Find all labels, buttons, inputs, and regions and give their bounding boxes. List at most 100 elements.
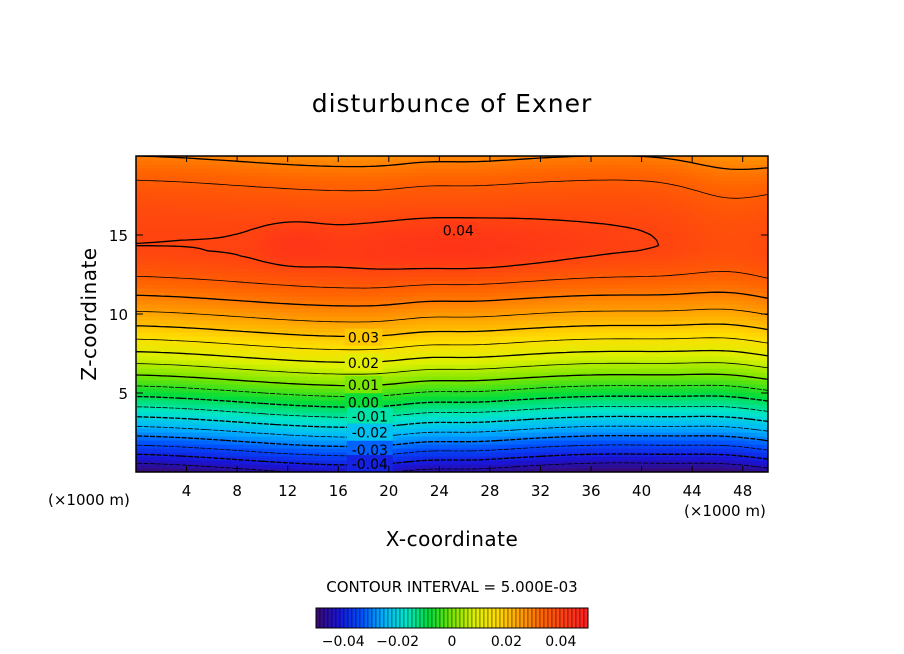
field-cell bbox=[172, 228, 177, 233]
field-cell bbox=[160, 404, 165, 409]
field-cell bbox=[292, 316, 297, 321]
field-cell bbox=[256, 244, 261, 249]
field-cell bbox=[292, 228, 297, 233]
field-cell bbox=[244, 188, 249, 193]
field-cell bbox=[140, 384, 145, 389]
field-cell bbox=[380, 216, 385, 221]
field-cell bbox=[308, 296, 313, 301]
field-cell bbox=[140, 432, 145, 437]
field-cell bbox=[196, 468, 201, 472]
field-cell bbox=[176, 200, 181, 205]
field-cell bbox=[336, 180, 341, 185]
field-cell bbox=[324, 376, 329, 381]
field-cell bbox=[244, 372, 249, 377]
field-cell bbox=[224, 468, 229, 472]
field-cell bbox=[164, 296, 169, 301]
field-cell bbox=[196, 204, 201, 209]
field-cell bbox=[288, 460, 293, 465]
field-cell bbox=[344, 432, 349, 437]
field-cell bbox=[236, 456, 241, 461]
field-cell bbox=[268, 256, 273, 261]
field-cell bbox=[324, 408, 329, 413]
field-cell bbox=[280, 304, 285, 309]
field-cell bbox=[188, 424, 193, 429]
field-cell bbox=[176, 368, 181, 373]
field-cell bbox=[344, 220, 349, 225]
field-cell bbox=[292, 232, 297, 237]
field-cell bbox=[160, 364, 165, 369]
field-cell bbox=[292, 192, 297, 197]
field-cell bbox=[136, 252, 141, 257]
field-cell bbox=[256, 464, 261, 469]
field-cell bbox=[232, 336, 237, 341]
field-cell bbox=[236, 416, 241, 421]
field-cell bbox=[300, 192, 305, 197]
field-cell bbox=[248, 280, 253, 285]
field-cell bbox=[320, 400, 325, 405]
field-cell bbox=[300, 368, 305, 373]
field-cell bbox=[260, 236, 265, 241]
field-cell bbox=[260, 424, 265, 429]
field-cell bbox=[252, 352, 257, 357]
field-cell bbox=[288, 176, 293, 181]
field-cell bbox=[272, 348, 277, 353]
field-cell bbox=[156, 456, 161, 461]
field-cell bbox=[188, 288, 193, 293]
field-cell bbox=[200, 208, 205, 213]
field-cell bbox=[136, 460, 141, 465]
field-cell bbox=[312, 408, 317, 413]
field-cell bbox=[260, 280, 265, 285]
field-cell bbox=[156, 340, 161, 345]
field-cell bbox=[148, 196, 153, 201]
field-cell bbox=[232, 280, 237, 285]
field-cell bbox=[324, 176, 329, 181]
field-cell bbox=[256, 228, 261, 233]
field-cell bbox=[240, 252, 245, 257]
field-cell bbox=[204, 348, 209, 353]
field-cell bbox=[336, 284, 341, 289]
field-cell bbox=[268, 396, 273, 401]
field-cell bbox=[164, 336, 169, 341]
field-cell bbox=[224, 220, 229, 225]
field-cell bbox=[184, 216, 189, 221]
field-cell bbox=[144, 176, 149, 181]
field-cell bbox=[304, 372, 309, 377]
field-cell bbox=[332, 460, 337, 465]
field-cell bbox=[304, 440, 309, 445]
field-cell bbox=[240, 436, 245, 441]
field-cell bbox=[316, 176, 321, 181]
field-cell bbox=[232, 256, 237, 261]
field-cell bbox=[228, 344, 233, 349]
field-cell bbox=[288, 384, 293, 389]
field-cell bbox=[320, 304, 325, 309]
field-cell bbox=[280, 440, 285, 445]
field-cell bbox=[244, 296, 249, 301]
field-cell bbox=[200, 228, 205, 233]
field-cell bbox=[344, 436, 349, 441]
field-cell bbox=[208, 432, 213, 437]
field-cell bbox=[348, 180, 353, 185]
field-cell bbox=[376, 168, 381, 173]
field-cell bbox=[312, 308, 317, 313]
field-cell bbox=[144, 200, 149, 205]
field-cell bbox=[332, 308, 337, 313]
field-cell bbox=[340, 232, 345, 237]
field-cell bbox=[140, 460, 145, 465]
field-cell bbox=[340, 416, 345, 421]
field-cell bbox=[272, 200, 277, 205]
field-cell bbox=[176, 440, 181, 445]
field-cell bbox=[136, 228, 141, 233]
field-cell bbox=[348, 248, 353, 253]
field-cell bbox=[320, 340, 325, 345]
field-cell bbox=[188, 364, 193, 369]
field-cell bbox=[248, 396, 253, 401]
field-cell bbox=[224, 224, 229, 229]
field-cell bbox=[188, 168, 193, 173]
field-cell bbox=[308, 468, 313, 472]
field-cell bbox=[300, 228, 305, 233]
field-cell bbox=[140, 260, 145, 265]
field-cell bbox=[252, 444, 257, 449]
field-cell bbox=[220, 448, 225, 453]
field-cell bbox=[152, 416, 157, 421]
field-cell bbox=[200, 360, 205, 365]
